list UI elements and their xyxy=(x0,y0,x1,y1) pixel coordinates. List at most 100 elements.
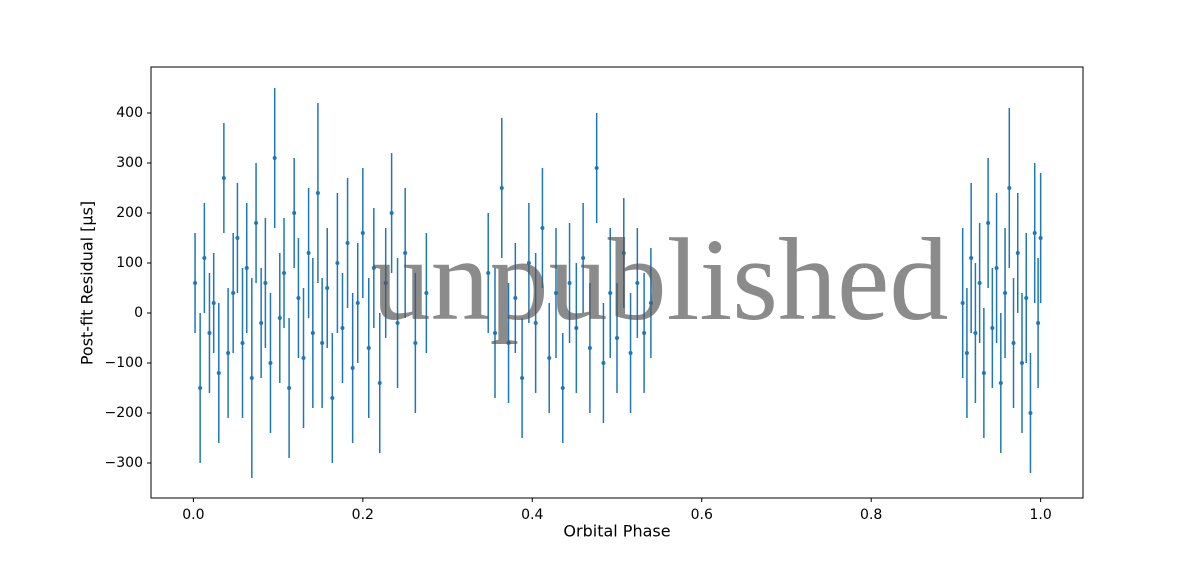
y-tick-label: 100 xyxy=(116,255,143,271)
data-point xyxy=(268,361,273,365)
data-point xyxy=(994,266,999,270)
data-point xyxy=(615,336,619,340)
data-point xyxy=(1007,186,1012,190)
data-point xyxy=(292,211,297,215)
data-point xyxy=(648,301,653,305)
data-point xyxy=(216,371,221,375)
data-point xyxy=(244,266,249,270)
data-point xyxy=(240,341,245,345)
data-point xyxy=(198,386,203,390)
data-point xyxy=(395,321,400,325)
data-point xyxy=(986,221,991,225)
data-point xyxy=(340,326,345,330)
data-point xyxy=(1003,291,1008,295)
data-point xyxy=(249,376,254,380)
data-point xyxy=(601,361,606,365)
data-point xyxy=(574,326,579,330)
data-point xyxy=(211,301,216,305)
data-point xyxy=(272,156,277,160)
data-point xyxy=(973,331,978,335)
data-point xyxy=(325,286,330,290)
data-point xyxy=(1024,296,1029,300)
data-point xyxy=(371,266,376,270)
data-point xyxy=(424,291,429,295)
data-point xyxy=(520,376,525,380)
data-point xyxy=(413,341,418,345)
data-point xyxy=(287,386,292,390)
y-tick-label: −100 xyxy=(105,355,143,371)
x-tick-label: 0.6 xyxy=(691,507,713,523)
data-point xyxy=(560,386,565,390)
data-point xyxy=(335,261,340,265)
data-point xyxy=(389,211,394,215)
data-point xyxy=(1019,361,1024,365)
data-point xyxy=(981,371,986,375)
data-point xyxy=(1036,321,1041,325)
data-point xyxy=(540,226,545,230)
data-point xyxy=(330,396,335,400)
data-point xyxy=(1011,341,1016,345)
data-point xyxy=(628,351,633,355)
data-point xyxy=(403,251,408,255)
data-point xyxy=(960,301,965,305)
data-point xyxy=(964,351,969,355)
data-point xyxy=(301,356,306,360)
plot-frame xyxy=(150,66,1084,499)
y-axis-label: Post-fit Residual [μs] xyxy=(78,201,97,365)
x-tick-label: 0.2 xyxy=(352,507,374,523)
data-point xyxy=(969,256,974,260)
x-tick-label: 0.8 xyxy=(860,507,882,523)
x-tick-label: 0.0 xyxy=(182,507,204,523)
data-point xyxy=(310,331,315,335)
data-point xyxy=(486,271,491,275)
x-tick-label: 1.0 xyxy=(1030,507,1052,523)
data-point xyxy=(642,331,647,335)
y-tick-label: 200 xyxy=(116,205,143,221)
data-point xyxy=(296,296,301,300)
data-point xyxy=(263,281,268,285)
data-point xyxy=(383,281,388,285)
data-point xyxy=(235,236,240,240)
data-point xyxy=(306,251,311,255)
data-point xyxy=(1028,411,1033,415)
y-tick-label: −300 xyxy=(105,455,143,471)
data-point xyxy=(231,291,236,295)
watermark: unpublished xyxy=(372,214,949,345)
data-point xyxy=(320,341,325,345)
data-point xyxy=(635,281,640,285)
data-point xyxy=(990,326,995,330)
data-point xyxy=(608,291,613,295)
data-point xyxy=(506,341,511,345)
data-point xyxy=(526,261,531,265)
data-point xyxy=(621,251,626,255)
data-point xyxy=(1032,231,1037,235)
data-point xyxy=(360,231,365,235)
x-axis-label: Orbital Phase xyxy=(563,522,670,541)
data-point xyxy=(567,281,572,285)
data-point xyxy=(202,256,207,260)
x-tick-label: 0.4 xyxy=(521,507,543,523)
data-point xyxy=(547,356,552,360)
data-point xyxy=(259,321,264,325)
data-point xyxy=(499,186,504,190)
data-point xyxy=(350,366,355,370)
data-point xyxy=(1038,236,1043,240)
data-point xyxy=(587,346,592,350)
data-point xyxy=(377,381,382,385)
y-tick-label: −200 xyxy=(105,405,143,421)
y-tick-label: 400 xyxy=(116,105,143,121)
data-point xyxy=(193,281,198,285)
data-point xyxy=(998,381,1003,385)
data-point xyxy=(226,351,231,355)
y-tick-label: 0 xyxy=(134,305,143,321)
data-point xyxy=(1015,251,1020,255)
data-point xyxy=(221,176,226,180)
data-point xyxy=(977,281,982,285)
data-point xyxy=(315,191,320,195)
data-point xyxy=(366,346,371,350)
y-tick-label: 300 xyxy=(116,155,143,171)
data-point xyxy=(581,256,586,260)
data-point xyxy=(282,271,287,275)
data-point xyxy=(277,316,282,320)
